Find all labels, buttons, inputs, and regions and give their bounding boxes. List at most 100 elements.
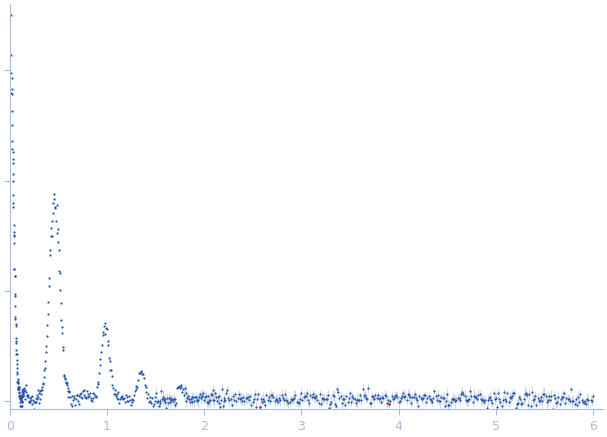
Point <box>57 329 67 336</box>
Point <box>164 399 174 406</box>
Point <box>307 394 316 401</box>
Point <box>150 393 160 400</box>
Point <box>429 395 438 402</box>
Point <box>47 232 57 239</box>
Point <box>579 399 589 406</box>
Point <box>119 395 129 402</box>
Point <box>402 396 412 403</box>
Point <box>7 90 17 97</box>
Point <box>253 395 262 402</box>
Point <box>160 396 169 403</box>
Point <box>356 396 366 403</box>
Point <box>422 394 432 401</box>
Point <box>574 399 584 406</box>
Point <box>116 394 126 401</box>
Point <box>203 393 213 400</box>
Point <box>9 239 19 246</box>
Point <box>82 388 92 395</box>
Point <box>209 396 219 403</box>
Point <box>15 394 25 401</box>
Point <box>251 403 261 410</box>
Point <box>175 384 185 391</box>
Point <box>558 393 568 400</box>
Point <box>7 138 17 145</box>
Point <box>329 393 339 400</box>
Point <box>8 171 18 178</box>
Point <box>493 390 503 397</box>
Point <box>8 199 18 206</box>
Point <box>171 402 180 409</box>
Point <box>498 397 507 404</box>
Point <box>262 392 271 399</box>
Point <box>46 232 56 239</box>
Point <box>130 388 140 395</box>
Point <box>157 387 166 394</box>
Point <box>398 390 408 397</box>
Point <box>9 232 19 239</box>
Point <box>543 397 553 404</box>
Point <box>18 388 27 395</box>
Point <box>24 398 34 405</box>
Point <box>59 372 69 379</box>
Point <box>27 393 36 400</box>
Point <box>221 389 231 396</box>
Point <box>300 392 310 399</box>
Point <box>209 396 219 403</box>
Point <box>53 246 63 253</box>
Point <box>38 383 47 390</box>
Point <box>393 393 402 400</box>
Point <box>232 395 242 402</box>
Point <box>107 373 117 380</box>
Point <box>450 398 460 405</box>
Point <box>512 401 521 408</box>
Point <box>532 401 541 408</box>
Point <box>7 108 16 115</box>
Point <box>301 393 311 400</box>
Point <box>568 398 577 405</box>
Point <box>64 388 74 395</box>
Point <box>319 395 328 402</box>
Point <box>149 401 158 408</box>
Point <box>126 402 135 409</box>
Point <box>166 395 175 402</box>
Point <box>172 384 182 391</box>
Point <box>313 397 322 404</box>
Point <box>203 399 212 406</box>
Point <box>283 400 293 407</box>
Point <box>87 397 97 404</box>
Point <box>383 397 393 404</box>
Point <box>12 340 21 347</box>
Point <box>7 121 17 128</box>
Point <box>216 396 226 403</box>
Point <box>101 331 110 338</box>
Point <box>356 392 365 399</box>
Point <box>127 399 137 406</box>
Point <box>13 384 23 391</box>
Point <box>181 397 191 404</box>
Point <box>194 394 204 401</box>
Point <box>314 399 324 406</box>
Point <box>366 399 376 406</box>
Point <box>13 385 23 392</box>
Point <box>316 400 326 407</box>
Point <box>148 402 158 409</box>
Point <box>578 398 588 405</box>
Point <box>10 273 19 280</box>
Point <box>16 402 25 409</box>
Point <box>575 391 585 398</box>
Point <box>521 390 531 397</box>
Point <box>88 395 98 402</box>
Point <box>168 397 178 404</box>
Point <box>320 395 330 402</box>
Point <box>280 390 290 397</box>
Point <box>580 397 590 404</box>
Point <box>15 399 25 406</box>
Point <box>121 392 131 399</box>
Point <box>56 317 66 324</box>
Point <box>117 395 126 402</box>
Point <box>535 397 544 404</box>
Point <box>35 399 44 406</box>
Point <box>392 392 401 399</box>
Point <box>131 383 140 390</box>
Point <box>235 395 245 402</box>
